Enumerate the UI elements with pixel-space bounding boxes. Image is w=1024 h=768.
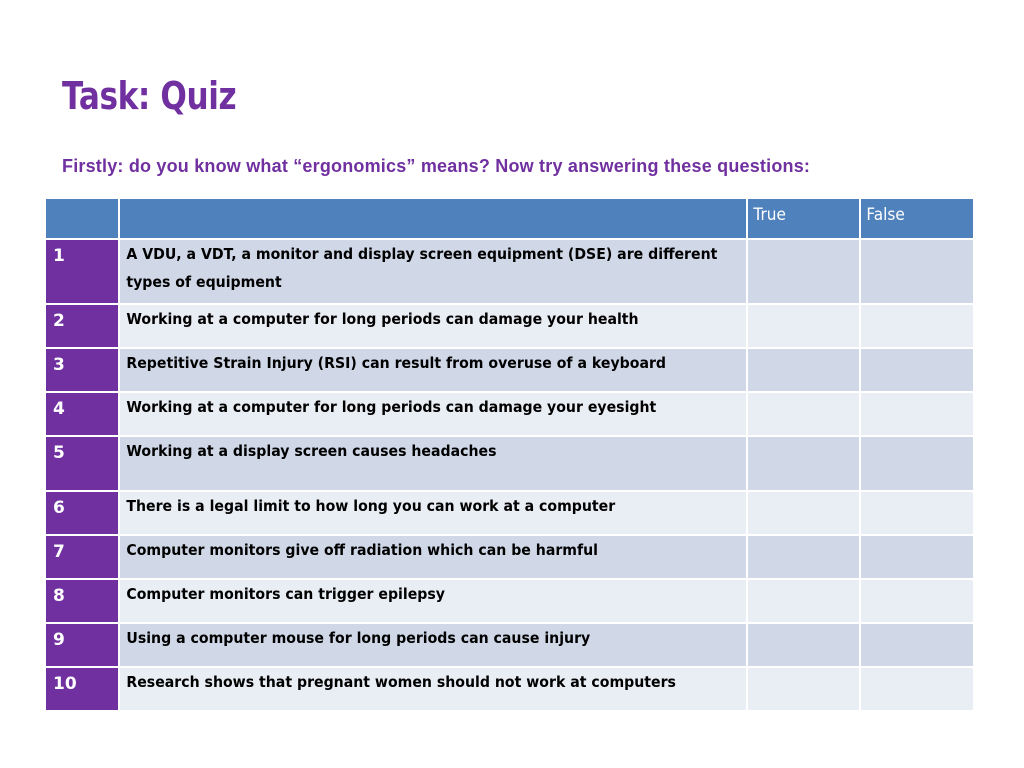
false-answer-cell[interactable]	[859, 666, 975, 712]
question-text: Repetitive Strain Injury (RSI) can resul…	[126, 354, 667, 372]
question-text: Working at a computer for long periods c…	[126, 398, 657, 416]
row-number-cell: 7	[44, 534, 120, 580]
false-answer-cell[interactable]	[859, 578, 975, 624]
question-cell: A VDU, a VDT, a monitor and display scre…	[118, 238, 748, 305]
question-text: Computer monitors can trigger epilepsy	[126, 585, 445, 603]
row-number-cell: 10	[44, 666, 120, 712]
true-answer-cell[interactable]	[746, 666, 861, 712]
question-text: A VDU, a VDT, a monitor and display scre…	[126, 245, 718, 291]
false-answer-cell[interactable]	[859, 622, 975, 668]
header-cell-number	[44, 197, 120, 240]
quiz-table: True False 1 A VDU, a VDT, a monitor and…	[44, 197, 975, 712]
row-number: 4	[53, 399, 65, 419]
header-label-true: True	[753, 205, 786, 225]
true-answer-cell[interactable]	[746, 303, 861, 349]
question-cell: Using a computer mouse for long periods …	[118, 622, 748, 668]
false-answer-cell[interactable]	[859, 303, 975, 349]
false-answer-cell[interactable]	[859, 435, 975, 492]
question-cell: Working at a display screen causes heada…	[118, 435, 748, 492]
header-cell-true: True	[746, 197, 861, 240]
false-answer-cell[interactable]	[859, 238, 975, 305]
row-number: 1	[53, 246, 65, 266]
table-row: 8 Computer monitors can trigger epilepsy	[44, 578, 975, 624]
question-text: Computer monitors give off radiation whi…	[126, 541, 599, 559]
header-cell-question	[118, 197, 748, 240]
question-text: Research shows that pregnant women shoul…	[126, 673, 676, 691]
slide-subtitle: Firstly: do you know what “ergonomics” m…	[62, 156, 811, 176]
row-number: 3	[53, 355, 65, 375]
true-answer-cell[interactable]	[746, 391, 861, 437]
true-answer-cell[interactable]	[746, 578, 861, 624]
row-number-cell: 8	[44, 578, 120, 624]
table-row: 5 Working at a display screen causes hea…	[44, 435, 975, 492]
row-number-cell: 2	[44, 303, 120, 349]
true-answer-cell[interactable]	[746, 622, 861, 668]
row-number: 5	[53, 443, 65, 463]
table-row: 10 Research shows that pregnant women sh…	[44, 666, 975, 712]
question-text: Working at a display screen causes heada…	[126, 442, 497, 460]
row-number-cell: 1	[44, 238, 120, 305]
false-answer-cell[interactable]	[859, 534, 975, 580]
false-answer-cell[interactable]	[859, 490, 975, 536]
header-label-number	[46, 208, 51, 214]
row-number-cell: 9	[44, 622, 120, 668]
question-text: There is a legal limit to how long you c…	[126, 497, 616, 515]
question-cell: Computer monitors give off radiation whi…	[118, 534, 748, 580]
false-answer-cell[interactable]	[859, 391, 975, 437]
slide-title: Task: Quiz	[62, 74, 237, 118]
row-number: 7	[53, 542, 65, 562]
question-cell: Working at a computer for long periods c…	[118, 303, 748, 349]
row-number: 10	[53, 674, 77, 694]
header-label-false: False	[866, 205, 905, 225]
false-answer-cell[interactable]	[859, 347, 975, 393]
question-text: Using a computer mouse for long periods …	[126, 629, 591, 647]
table-row: 6 There is a legal limit to how long you…	[44, 490, 975, 536]
row-number-cell: 4	[44, 391, 120, 437]
row-number: 8	[53, 586, 65, 606]
row-number-cell: 3	[44, 347, 120, 393]
question-text: Working at a computer for long periods c…	[126, 310, 639, 328]
header-cell-false: False	[859, 197, 975, 240]
question-cell: Repetitive Strain Injury (RSI) can resul…	[118, 347, 748, 393]
table-row: 9 Using a computer mouse for long period…	[44, 622, 975, 668]
true-answer-cell[interactable]	[746, 347, 861, 393]
question-cell: Computer monitors can trigger epilepsy	[118, 578, 748, 624]
question-cell: There is a legal limit to how long you c…	[118, 490, 748, 536]
row-number: 9	[53, 630, 65, 650]
row-number-cell: 6	[44, 490, 120, 536]
table-row: 3 Repetitive Strain Injury (RSI) can res…	[44, 347, 975, 393]
question-cell: Working at a computer for long periods c…	[118, 391, 748, 437]
question-cell: Research shows that pregnant women shoul…	[118, 666, 748, 712]
true-answer-cell[interactable]	[746, 534, 861, 580]
table-row: 1 A VDU, a VDT, a monitor and display sc…	[44, 238, 975, 305]
row-number: 2	[53, 311, 65, 331]
true-answer-cell[interactable]	[746, 435, 861, 492]
row-number: 6	[53, 498, 65, 518]
true-answer-cell[interactable]	[746, 490, 861, 536]
row-number-cell: 5	[44, 435, 120, 492]
table-row: 2 Working at a computer for long periods…	[44, 303, 975, 349]
table-row: 4 Working at a computer for long periods…	[44, 391, 975, 437]
header-label-question	[120, 208, 125, 214]
table-row: 7 Computer monitors give off radiation w…	[44, 534, 975, 580]
table-header-row: True False	[44, 197, 975, 240]
true-answer-cell[interactable]	[746, 238, 861, 305]
